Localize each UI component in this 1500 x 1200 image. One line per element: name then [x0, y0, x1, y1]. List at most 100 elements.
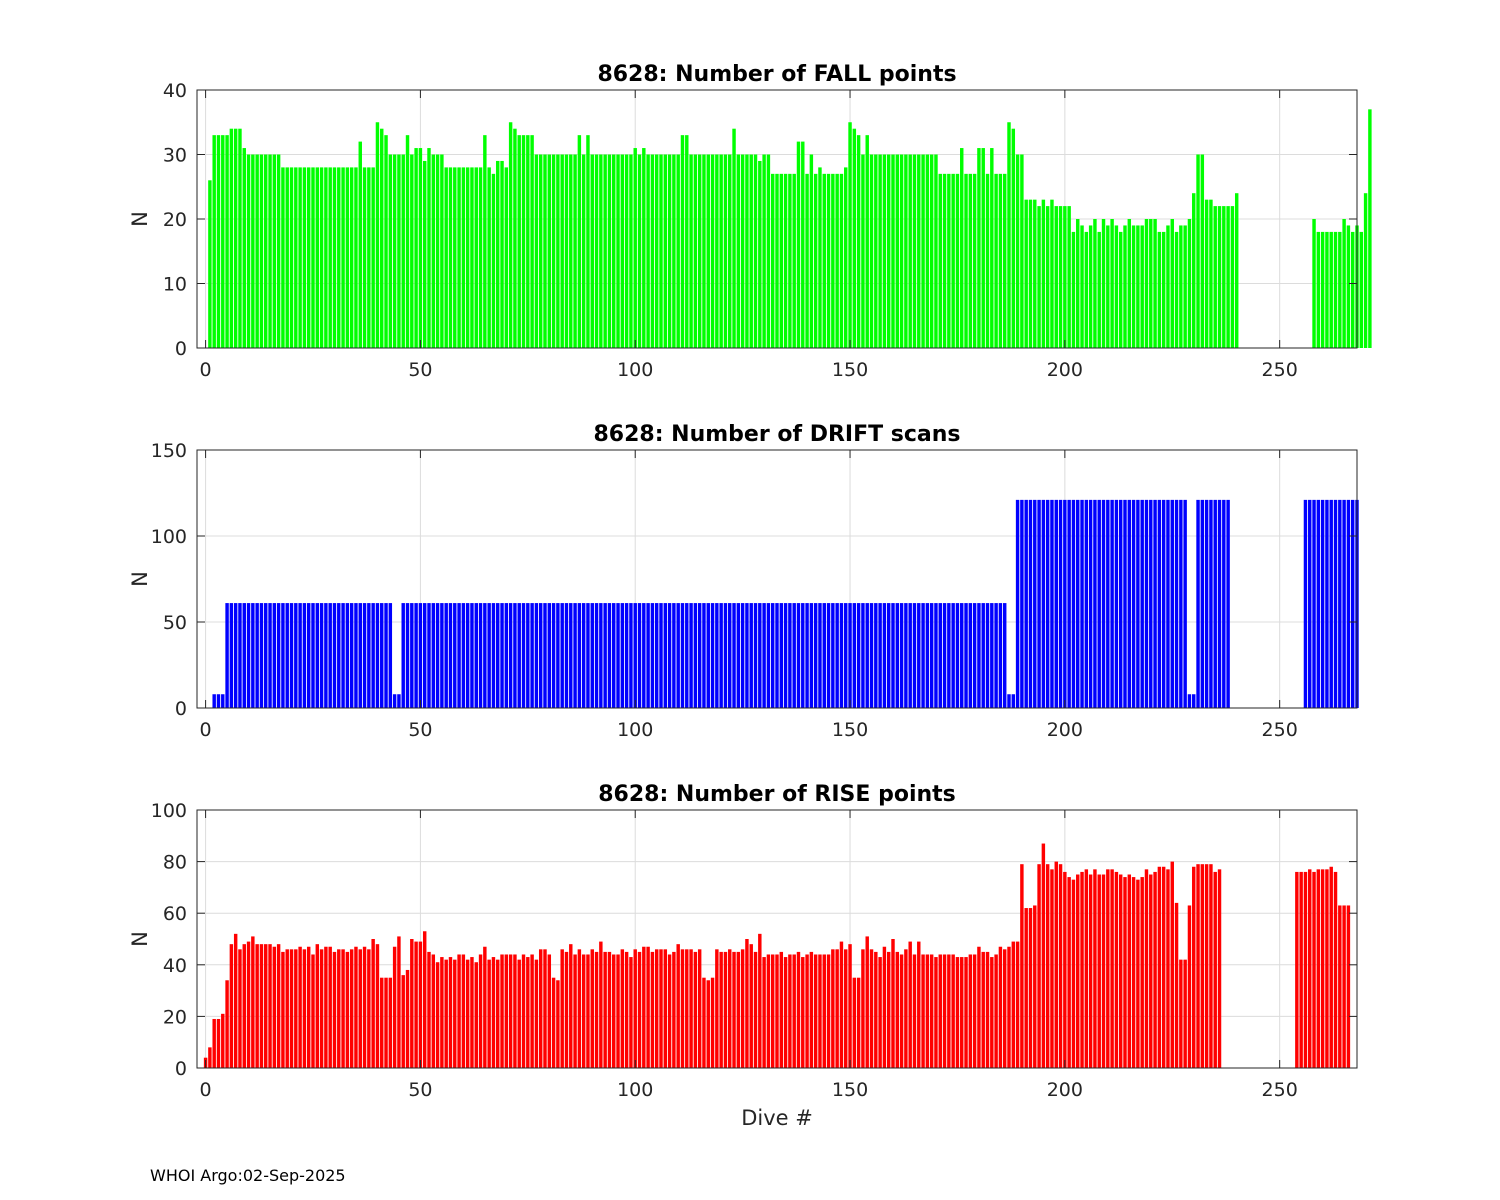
bar [650, 603, 655, 708]
bar [693, 603, 698, 708]
bar [225, 980, 229, 1068]
bar [504, 954, 509, 1068]
bar [362, 603, 367, 708]
bar [672, 951, 676, 1068]
bar [1308, 499, 1312, 708]
bar [779, 951, 784, 1068]
bar [371, 167, 375, 348]
bar [874, 951, 878, 1068]
bar [332, 951, 337, 1068]
bar [397, 154, 401, 348]
bar [349, 167, 354, 348]
bar [233, 603, 238, 708]
bar [371, 939, 375, 1068]
bar [839, 941, 844, 1068]
bar [1213, 871, 1217, 1068]
bar [977, 148, 981, 348]
bar [1071, 231, 1076, 348]
bar [581, 154, 586, 348]
bar [809, 154, 814, 348]
bar [1020, 499, 1024, 708]
bar [440, 603, 444, 708]
bar [453, 167, 457, 348]
bar [1192, 866, 1196, 1068]
bar [281, 603, 285, 708]
y-tick-label: 10 [163, 274, 187, 296]
x-tick-label: 150 [832, 1079, 868, 1101]
bar [1329, 499, 1333, 708]
bar [1153, 871, 1157, 1068]
bar [1033, 905, 1037, 1068]
bar [702, 603, 706, 708]
bar [951, 954, 955, 1068]
bar [405, 603, 410, 708]
bar [349, 603, 354, 708]
bar [1037, 499, 1041, 708]
bar [238, 603, 242, 708]
bar [1058, 499, 1063, 708]
bar [1118, 874, 1123, 1068]
bar [813, 173, 818, 348]
y-tick-label: 30 [163, 145, 187, 167]
bar [1200, 499, 1205, 708]
bar [375, 122, 380, 348]
bar [637, 603, 642, 708]
bar [1153, 219, 1157, 348]
bar [1114, 499, 1119, 708]
bar [315, 603, 320, 708]
bar [813, 603, 818, 708]
bar [985, 173, 990, 348]
bar [1136, 499, 1140, 708]
bar [895, 603, 900, 708]
bar [496, 603, 500, 708]
bar [740, 154, 745, 348]
bar [861, 154, 865, 348]
bar [1204, 199, 1209, 348]
bar [917, 941, 921, 1068]
bar [637, 154, 642, 348]
bar [908, 941, 912, 1068]
bar [1118, 499, 1123, 708]
bar [422, 160, 427, 348]
bar [891, 154, 895, 348]
bar [629, 154, 633, 348]
bar [921, 603, 925, 708]
bar [642, 603, 646, 708]
bar [1346, 499, 1351, 708]
bar [513, 128, 517, 348]
bar [745, 939, 749, 1068]
bar [294, 603, 298, 708]
bar [491, 603, 496, 708]
bar [1058, 864, 1063, 1068]
bar [1136, 225, 1140, 348]
bar [1084, 231, 1089, 348]
bar [483, 135, 487, 348]
bar [1067, 499, 1071, 708]
bar [427, 951, 431, 1068]
bar [899, 954, 904, 1068]
bar [246, 154, 251, 348]
bar [964, 957, 968, 1068]
bar [612, 954, 616, 1068]
bar [603, 154, 607, 348]
bar [732, 951, 736, 1068]
bar [229, 128, 234, 348]
bar [264, 154, 268, 348]
bar [1187, 694, 1192, 708]
bar [693, 154, 698, 348]
bar [435, 962, 440, 1068]
bar [367, 949, 371, 1068]
x-tick-label: 100 [617, 1079, 653, 1101]
bar [994, 173, 998, 348]
bar [758, 603, 762, 708]
y-tick-label: 100 [151, 526, 187, 548]
bar [1024, 199, 1028, 348]
bar [418, 941, 423, 1068]
bar [676, 154, 680, 348]
bar [1002, 949, 1007, 1068]
bar [783, 957, 788, 1068]
bar [844, 167, 848, 348]
bar [1110, 219, 1114, 348]
bar [908, 603, 912, 708]
bar [1149, 219, 1153, 348]
